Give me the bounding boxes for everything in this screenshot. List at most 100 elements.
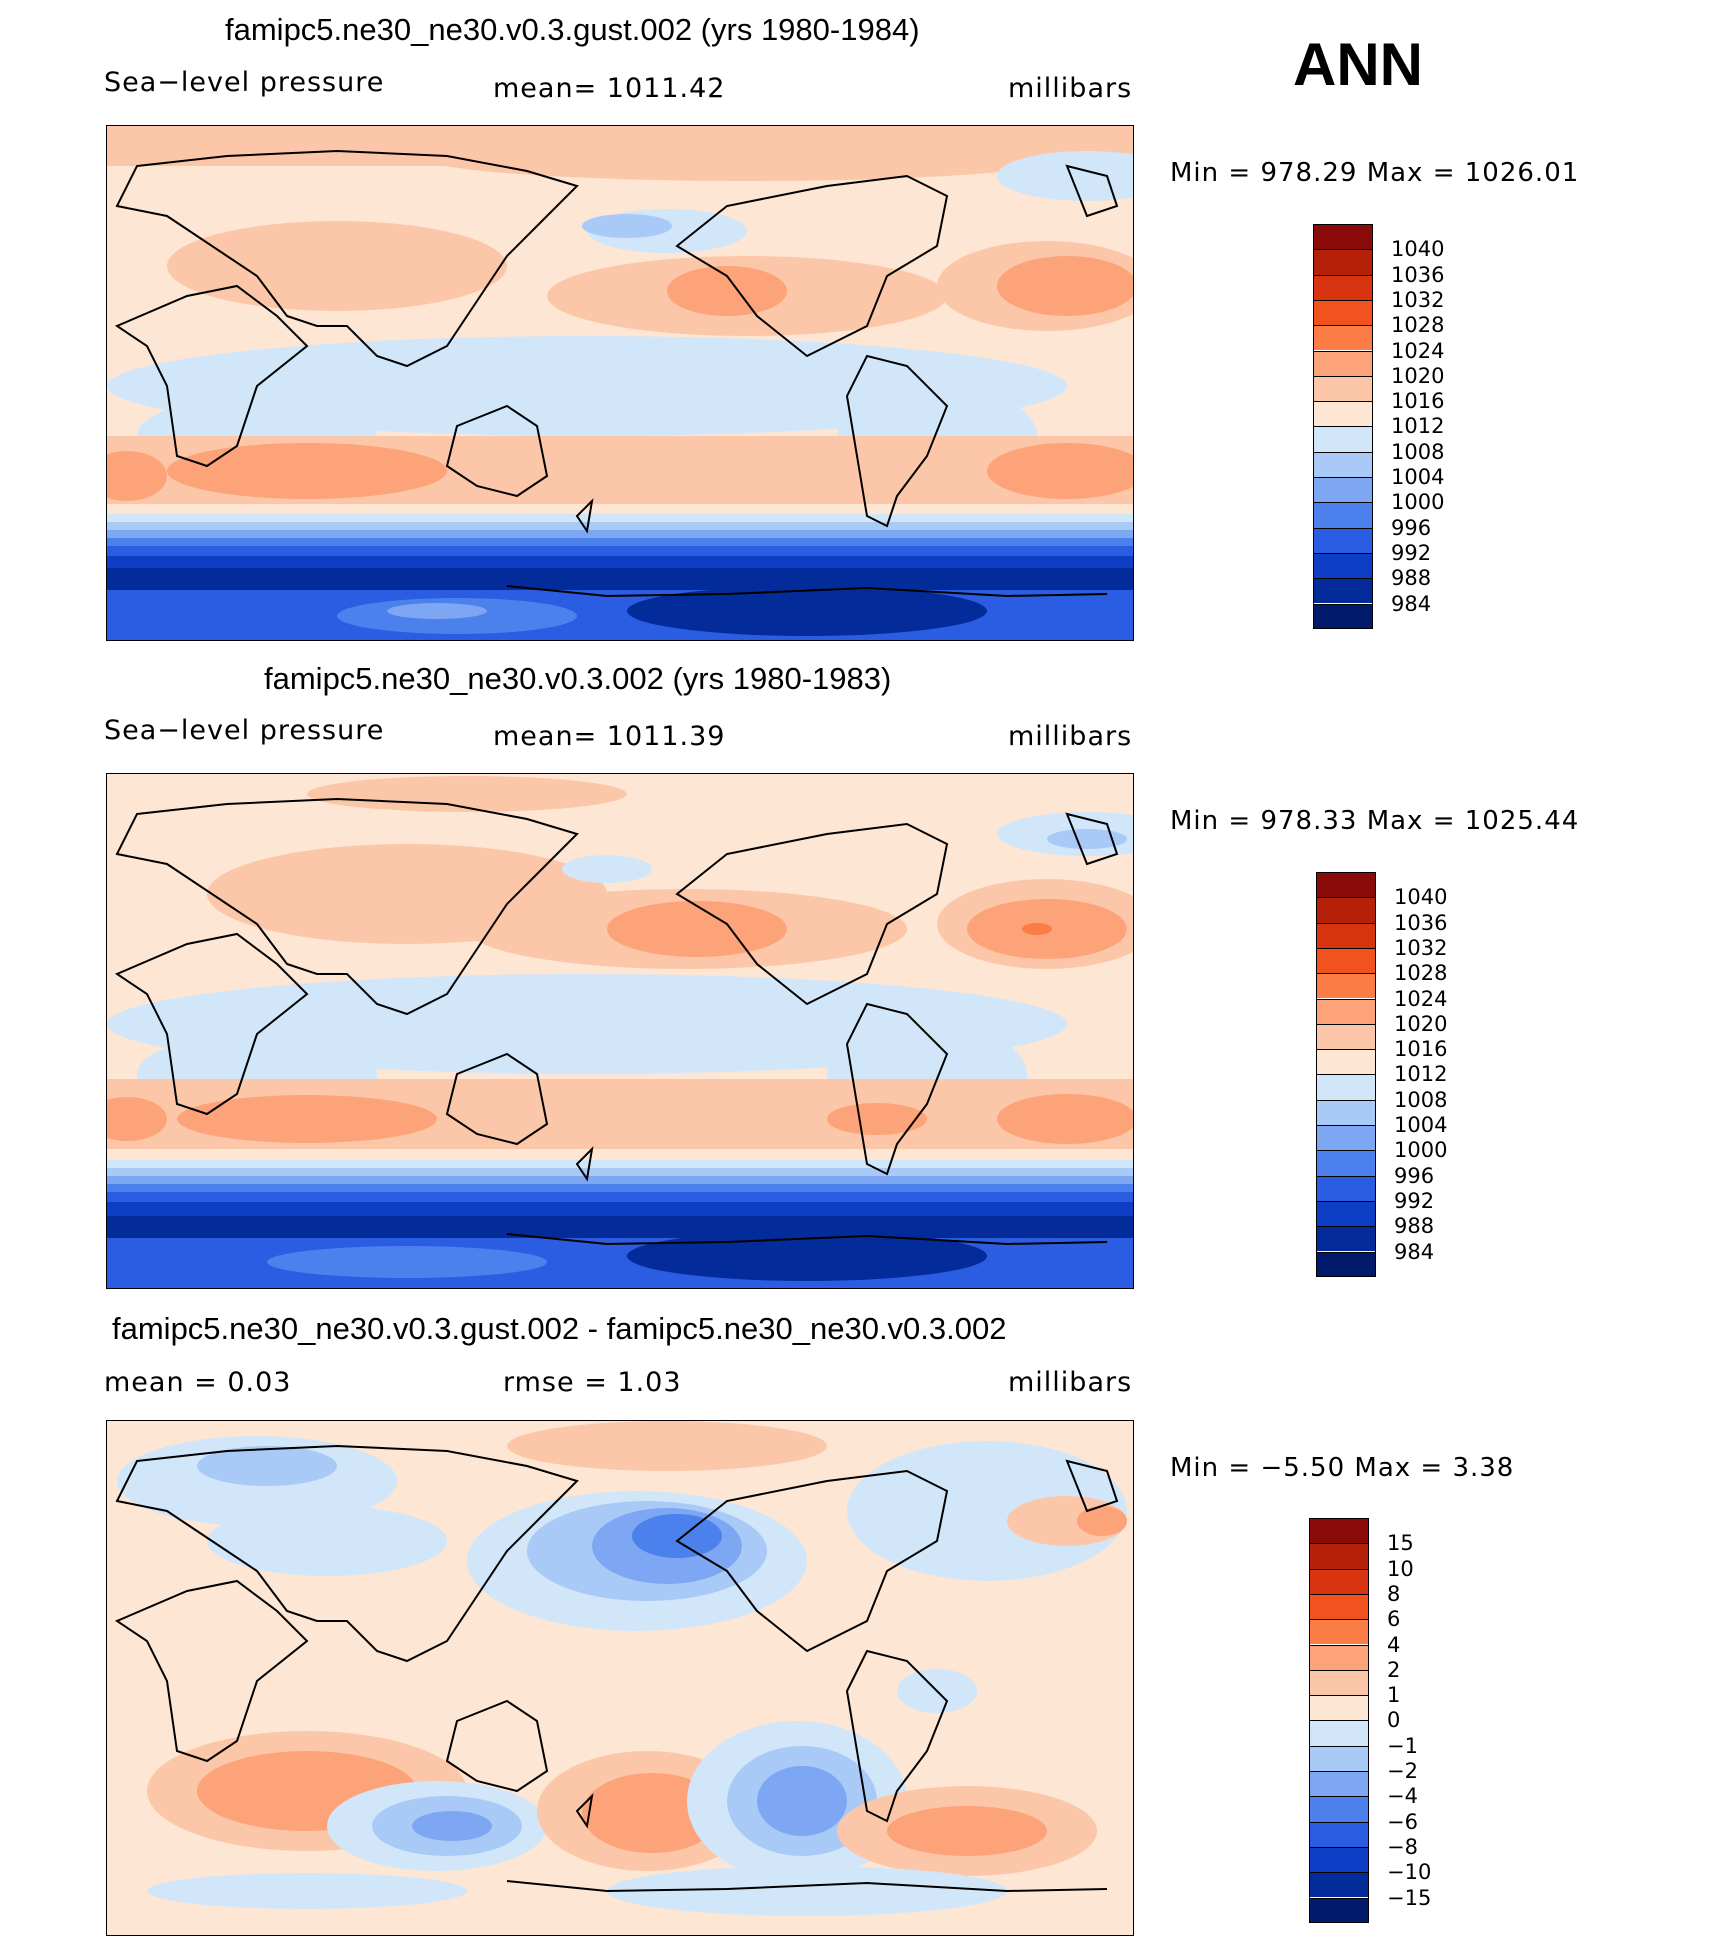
panel-1-variable-label: Sea−level pressure [104, 67, 385, 98]
colorbar-frame [1313, 224, 1373, 629]
colorbar-swatch [1309, 1846, 1369, 1873]
colorbar-frame [1309, 1518, 1369, 1923]
colorbar-tick-label: 1036 [1391, 262, 1445, 287]
colorbar-swatch [1313, 552, 1373, 579]
colorbar-tick-label: 1008 [1394, 1087, 1448, 1112]
colorbar-swatch [1313, 375, 1373, 402]
colorbar-swatch [1309, 1720, 1369, 1746]
colorbar-tick-label: 1028 [1394, 961, 1448, 986]
colorbar-swatch [1316, 1150, 1376, 1176]
colorbar-tick-label: 1016 [1394, 1037, 1448, 1062]
colorbar-tick-label: −4 [1387, 1784, 1418, 1809]
colorbar-swatch [1313, 603, 1373, 629]
colorbar-swatch [1316, 1023, 1376, 1050]
season-label: ANN [1293, 31, 1423, 98]
colorbar-tick-label: 984 [1394, 1239, 1435, 1264]
colorbar-swatch [1309, 1872, 1369, 1898]
colorbar-swatch [1316, 922, 1376, 948]
colorbar-tick-label: 4 [1387, 1632, 1401, 1657]
panel-2-map [106, 773, 1134, 1289]
colorbar-tick-label: 992 [1391, 540, 1432, 565]
colorbar-swatch [1309, 1771, 1369, 1797]
panel-1-units-label: millibars [1008, 73, 1133, 104]
colorbar-tick-label: 1012 [1394, 1062, 1448, 1087]
colorbar-swatch [1316, 897, 1376, 923]
colorbar-tick-label: 988 [1394, 1214, 1435, 1239]
pressure-field-map-1 [107, 126, 1133, 640]
panel-1-title: famipc5.ne30_ne30.v0.3.gust.002 (yrs 198… [225, 12, 920, 47]
colorbar-swatch [1313, 426, 1373, 452]
panel-1-mean-label: mean= 1011.42 [493, 73, 726, 104]
colorbar-tick-label: 1032 [1391, 287, 1445, 312]
colorbar-swatch [1309, 1897, 1369, 1923]
panel-3-units-label: millibars [1008, 1367, 1133, 1398]
colorbar-tick-label: 988 [1391, 566, 1432, 591]
panel-3-minmax: Min = −5.50 Max = 3.38 [1170, 1453, 1515, 1483]
colorbar-tick-label: 6 [1387, 1607, 1401, 1632]
colorbar-tick-label: 992 [1394, 1188, 1435, 1213]
colorbar-tick-label: 1024 [1394, 986, 1448, 1011]
colorbar-tick-label: 1004 [1394, 1113, 1448, 1137]
colorbar-swatch [1316, 1099, 1376, 1125]
panel-3-map [106, 1420, 1134, 1936]
colorbar-swatch [1313, 527, 1373, 553]
pressure-field-map-2 [107, 774, 1133, 1288]
panel-3-mean-label: mean = 0.03 [104, 1367, 292, 1398]
colorbar-swatch [1313, 325, 1373, 351]
colorbar-tick-label: 8 [1387, 1581, 1401, 1606]
colorbar-tick-label: −6 [1387, 1809, 1418, 1834]
colorbar-swatch [1316, 998, 1376, 1024]
colorbar-tick-label: 1 [1387, 1683, 1401, 1708]
colorbar-swatch [1313, 578, 1373, 604]
colorbar-swatch [1313, 224, 1373, 250]
colorbar-tick-label: 1020 [1391, 363, 1445, 388]
colorbar-tick-label: 1004 [1391, 465, 1445, 489]
colorbar-swatch [1316, 1175, 1376, 1201]
panel-2-variable-label: Sea−level pressure [104, 715, 385, 746]
colorbar-tick-label: 0 [1387, 1708, 1401, 1733]
colorbar-swatch [1316, 1200, 1376, 1227]
colorbar-frame [1316, 872, 1376, 1277]
colorbar-tick-label: −10 [1387, 1860, 1432, 1885]
colorbar-tick-label: 1000 [1394, 1138, 1448, 1163]
colorbar-swatch [1309, 1619, 1369, 1645]
colorbar-tick-label: 2 [1387, 1657, 1401, 1682]
colorbar-swatch [1309, 1543, 1369, 1569]
panel-2-units-label: millibars [1008, 721, 1133, 752]
colorbar-swatch [1313, 249, 1373, 275]
colorbar-swatch [1316, 1226, 1376, 1252]
colorbar-swatch [1309, 1669, 1369, 1696]
colorbar-swatch [1313, 477, 1373, 503]
colorbar-tick-label: 1000 [1391, 490, 1445, 515]
colorbar-swatch [1316, 1049, 1376, 1075]
colorbar-tick-label: −2 [1387, 1759, 1418, 1783]
colorbar-tick-label: 1036 [1394, 910, 1448, 935]
colorbar-swatch [1309, 1644, 1369, 1670]
colorbar-swatch [1316, 1074, 1376, 1100]
colorbar-tick-label: 1032 [1394, 935, 1448, 960]
colorbar-tick-label: −1 [1387, 1733, 1418, 1758]
colorbar-swatch [1309, 1745, 1369, 1771]
colorbar-tick-label: 996 [1391, 515, 1432, 540]
colorbar-tick-label: 1008 [1391, 439, 1445, 464]
colorbar-tick-label: 1020 [1394, 1011, 1448, 1036]
colorbar-swatch [1309, 1593, 1369, 1620]
colorbar-tick-label: 1028 [1391, 313, 1445, 338]
colorbar-swatch [1313, 401, 1373, 427]
panel-1-minmax: Min = 978.29 Max = 1026.01 [1170, 158, 1580, 188]
colorbar-swatch [1313, 451, 1373, 477]
panel-2-title: famipc5.ne30_ne30.v0.3.002 (yrs 1980-198… [264, 661, 892, 696]
panel-3-title: famipc5.ne30_ne30.v0.3.gust.002 - famipc… [112, 1311, 1007, 1346]
colorbar-swatch [1316, 973, 1376, 999]
colorbar-swatch [1309, 1568, 1369, 1594]
colorbar-tick-label: 1016 [1391, 389, 1445, 414]
colorbar-swatch [1309, 1796, 1369, 1822]
colorbar-swatch [1316, 1251, 1376, 1277]
colorbar-swatch [1313, 350, 1373, 376]
colorbar-tick-label: −8 [1387, 1834, 1418, 1859]
colorbar-tick-label: 984 [1391, 591, 1432, 616]
colorbar-tick-label: −15 [1387, 1885, 1432, 1910]
panel-2-mean-label: mean= 1011.39 [493, 721, 726, 752]
panel-3-rmse-label: rmse = 1.03 [503, 1367, 682, 1398]
colorbar-tick-label: 996 [1394, 1163, 1435, 1188]
